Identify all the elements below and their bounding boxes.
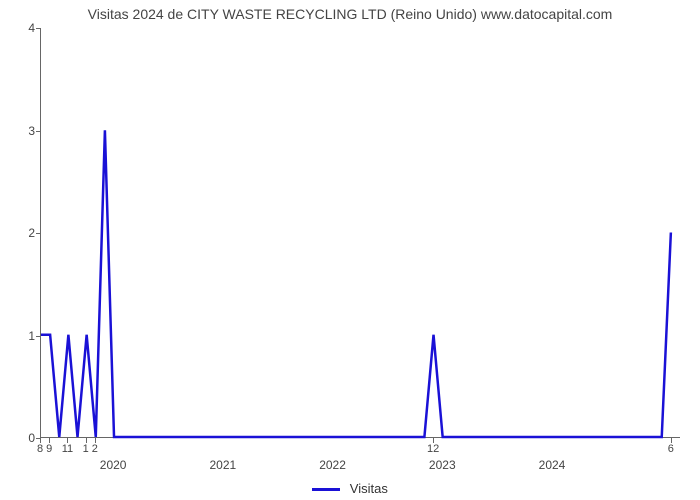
x-tick-minor-label: 8 <box>37 443 43 455</box>
x-tick-minor-label: 2 <box>92 443 98 455</box>
y-tick-label: 4 <box>28 21 35 35</box>
legend-swatch <box>312 488 340 491</box>
visits-line <box>41 130 671 437</box>
x-tick-major-label: 2021 <box>209 458 236 472</box>
plot-area <box>40 28 680 438</box>
y-tick-label: 0 <box>28 431 35 445</box>
x-tick-major-label: 2023 <box>429 458 456 472</box>
x-tick-minor-label: 11 <box>62 443 73 455</box>
visits-line-chart: Visitas 2024 de CITY WASTE RECYCLING LTD… <box>0 0 700 500</box>
x-tick-minor-label: 1 <box>83 443 89 455</box>
x-tick-minor-label: 12 <box>427 443 439 455</box>
y-tick-label: 1 <box>28 329 35 343</box>
x-tick-minor-label: 9 <box>46 443 52 455</box>
chart-title: Visitas 2024 de CITY WASTE RECYCLING LTD… <box>0 6 700 22</box>
line-series <box>41 28 680 437</box>
x-tick-major-label: 2020 <box>100 458 127 472</box>
x-tick-minor-label: 6 <box>668 443 674 455</box>
y-tick-label: 3 <box>28 124 35 138</box>
legend-label: Visitas <box>350 481 388 496</box>
x-tick-major-label: 2024 <box>539 458 566 472</box>
x-tick-major-label: 2022 <box>319 458 346 472</box>
legend: Visitas <box>0 481 700 496</box>
y-tick-label: 2 <box>28 226 35 240</box>
